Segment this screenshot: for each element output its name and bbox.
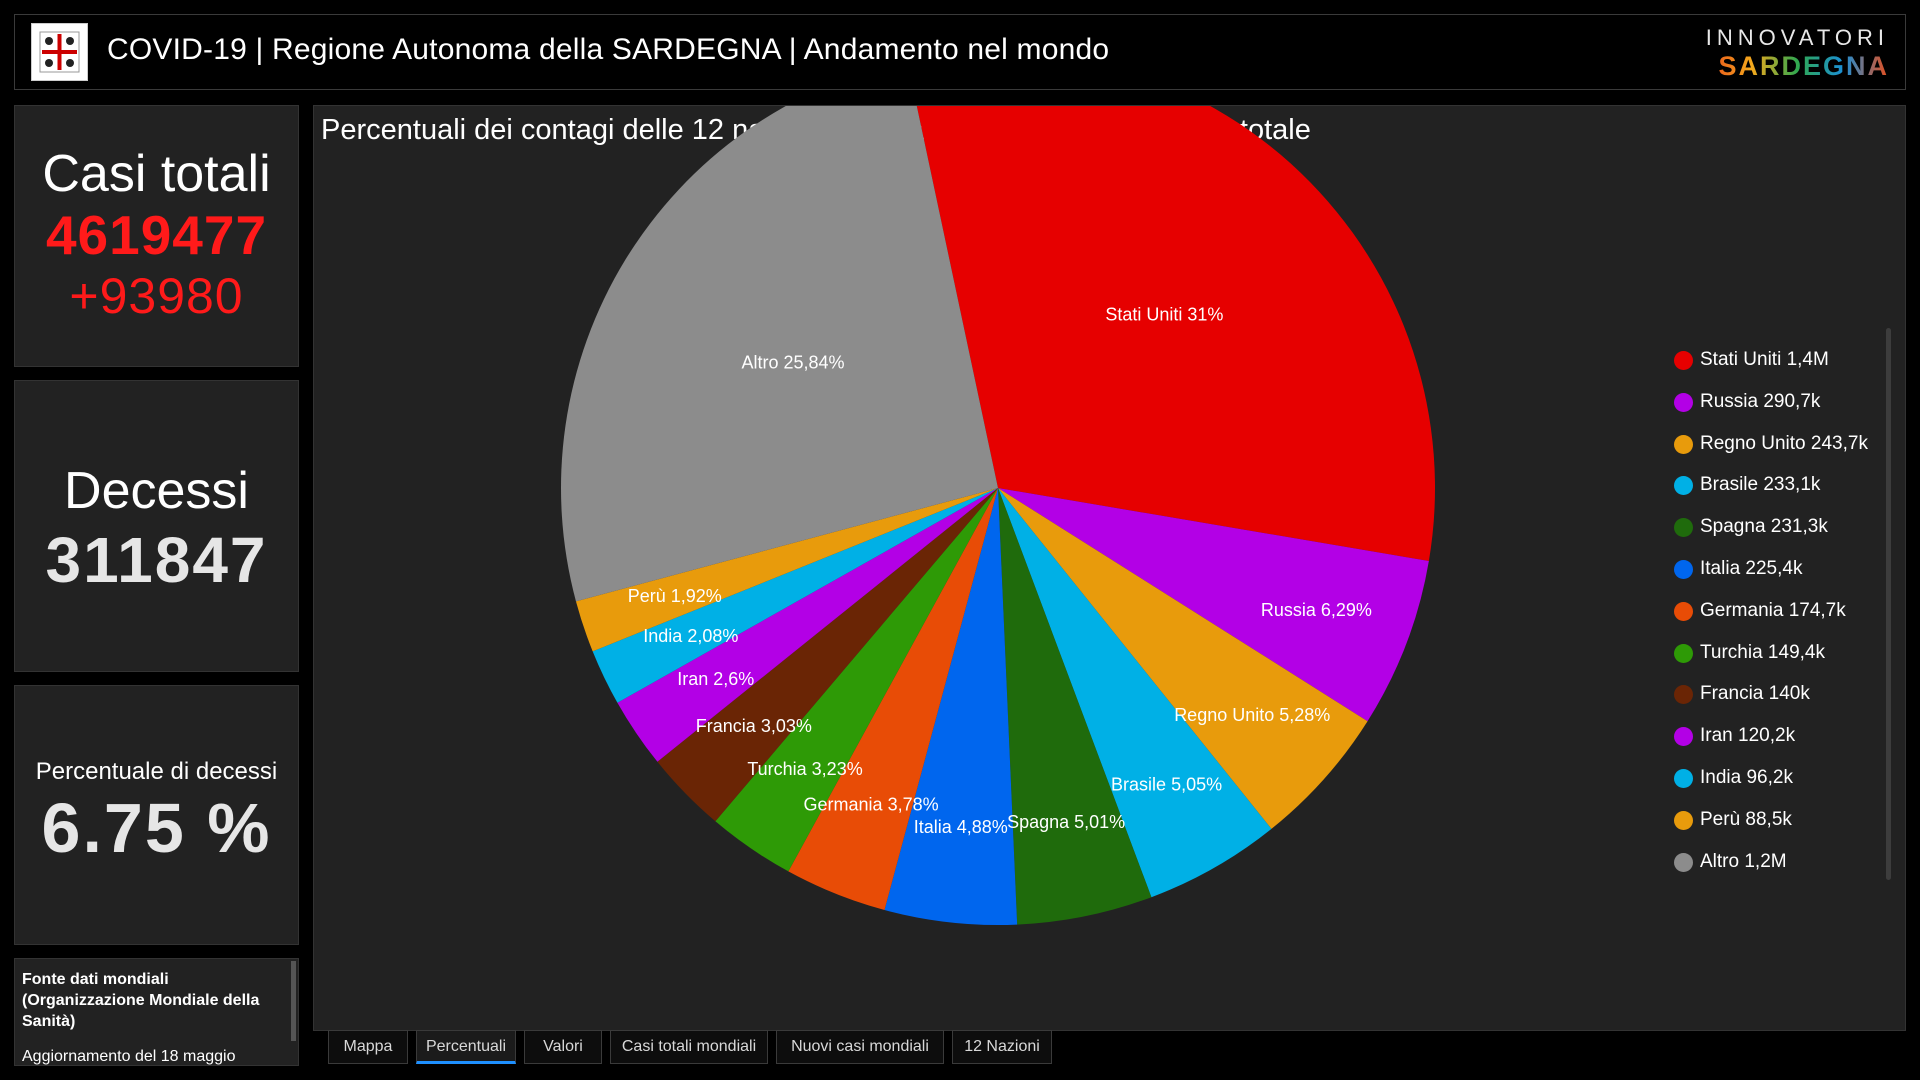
brand-top-text: INNOVATORI — [1705, 25, 1889, 50]
pie-label-turchia: Turchia 3,23% — [747, 759, 862, 779]
legend-label: Altro 1,2M — [1700, 850, 1787, 872]
death-rate-card: Percentuale di decessi 6.75 % — [14, 685, 299, 945]
total-cases-value: 4619477 — [45, 204, 268, 266]
legend-item[interactable]: Francia 140k — [1674, 673, 1914, 715]
legend-item[interactable]: Regno Unito 243,7k — [1674, 423, 1914, 465]
brand-bottom-text: SARDEGNA — [1706, 51, 1889, 82]
pie-label-regno-unito: Regno Unito 5,28% — [1174, 705, 1330, 725]
legend-label: Italia 225,4k — [1700, 557, 1803, 579]
pie-label-india: India 2,08% — [643, 626, 738, 646]
sardinia-coat-of-arms-icon — [31, 23, 88, 81]
pie-slice-italia[interactable] — [884, 488, 1018, 925]
tab-12-nazioni[interactable]: 12 Nazioni — [952, 1030, 1052, 1064]
legend-dot-icon — [1674, 392, 1693, 412]
pie-chart: Stati Uniti 31% Russia 6,29% Regno Unito 5… — [561, 106, 1435, 925]
death-rate-label: Percentuale di decessi — [35, 758, 278, 785]
legend-label: Francia 140k — [1700, 683, 1810, 705]
pie-slice-per-[interactable] — [575, 488, 998, 652]
legend-item[interactable]: Iran 120,2k — [1674, 715, 1914, 757]
legend-item[interactable]: Stati Uniti 1,4M — [1674, 339, 1914, 381]
legend-label: India 96,2k — [1700, 766, 1793, 788]
legend-label: Germania 174,7k — [1700, 599, 1846, 621]
pie-label-italia: Italia 4,88% — [914, 817, 1008, 837]
source-scrollbar[interactable] — [291, 961, 296, 1041]
pie-label-germania: Germania 3,78% — [804, 794, 939, 814]
pie-label-francia: Francia 3,03% — [696, 716, 812, 736]
legend-label: Brasile 233,1k — [1700, 474, 1821, 496]
pie-label-spagna: Spagna 5,01% — [1007, 812, 1125, 832]
pie-label-altro: Altro 25,84% — [742, 352, 845, 372]
legend-item[interactable]: India 96,2k — [1674, 757, 1914, 799]
legend-dot-icon — [1674, 727, 1693, 747]
source-panel[interactable]: Fonte dati mondiali (Organizzazione Mond… — [14, 958, 299, 1066]
legend-dot-icon — [1674, 476, 1693, 496]
pie-slice-turchia[interactable] — [715, 488, 998, 872]
tab-percentuali[interactable]: Percentuali — [416, 1030, 516, 1064]
legend-scrollbar[interactable] — [1886, 328, 1891, 880]
chart-panel: Percentuali dei contagi delle 12 nazioni… — [313, 105, 1906, 1031]
source-update: Aggiornamento del 18 maggio — [22, 1048, 236, 1065]
legend-dot-icon — [1674, 852, 1693, 872]
legend-dot-icon — [1674, 643, 1693, 663]
source-title: Fonte dati mondiali (Organizzazione Mond… — [22, 971, 260, 1030]
total-cases-card: Casi totali 4619477 +93980 — [14, 105, 299, 367]
legend-item[interactable]: Russia 290,7k — [1674, 381, 1914, 423]
chart-legend: Stati Uniti 1,4M Russia 290,7k Regno Unito… — [1674, 339, 1914, 882]
legend-label: Iran 120,2k — [1700, 725, 1796, 747]
pie-slice-altro[interactable] — [561, 106, 998, 602]
legend-label: Regno Unito 243,7k — [1700, 432, 1868, 454]
pie-slice-spagna[interactable] — [998, 488, 1152, 925]
pie-slice-russia[interactable] — [998, 488, 1429, 722]
deaths-label: Decessi — [64, 462, 249, 520]
legend-item[interactable]: Altro 1,2M — [1674, 841, 1914, 883]
pie-slice-regno-unito[interactable] — [998, 488, 1368, 829]
legend-label: Russia 290,7k — [1700, 390, 1821, 412]
tab-mappa[interactable]: Mappa — [328, 1030, 408, 1064]
deaths-card: Decessi 311847 — [14, 380, 299, 672]
legend-label: Turchia 149,4k — [1700, 641, 1825, 663]
total-cases-label: Casi totali — [42, 145, 271, 203]
legend-dot-icon — [1674, 559, 1693, 579]
pie-slice-india[interactable] — [592, 488, 998, 703]
legend-dot-icon — [1674, 351, 1693, 370]
legend-item[interactable]: Brasile 233,1k — [1674, 464, 1914, 506]
legend-item[interactable]: Turchia 149,4k — [1674, 632, 1914, 674]
legend-label: Stati Uniti 1,4M — [1700, 349, 1829, 370]
header-bar: COVID-19 | Regione Autonoma della SARDEG… — [14, 14, 1906, 90]
legend-label: Perù 88,5k — [1700, 808, 1792, 830]
pie-slice-iran[interactable] — [617, 488, 998, 762]
tab-casi-totali-mondiali[interactable]: Casi totali mondiali — [610, 1030, 768, 1064]
legend-dot-icon — [1674, 601, 1693, 621]
legend-dot-icon — [1674, 768, 1693, 788]
death-rate-value: 6.75 % — [41, 789, 272, 867]
total-cases-delta: +93980 — [69, 268, 244, 324]
legend-dot-icon — [1674, 685, 1693, 705]
tab-nuovi-casi-mondiali[interactable]: Nuovi casi mondiali — [776, 1030, 944, 1064]
legend-dot-icon — [1674, 434, 1693, 454]
legend-dot-icon — [1674, 810, 1693, 830]
deaths-value: 311847 — [45, 524, 268, 596]
legend-item[interactable]: Germania 174,7k — [1674, 590, 1914, 632]
legend-item[interactable]: Perù 88,5k — [1674, 799, 1914, 841]
pie-slice-francia[interactable] — [657, 488, 998, 822]
legend-item[interactable]: Spagna 231,3k — [1674, 506, 1914, 548]
pie-label-brasile: Brasile 5,05% — [1111, 774, 1222, 794]
pie-label-iran: Iran 2,6% — [677, 669, 754, 689]
legend-label: Spagna 231,3k — [1700, 516, 1828, 538]
innovatori-sardegna-logo: INNOVATORI SARDEGNA — [1706, 25, 1889, 82]
pie-slice-stati-uniti[interactable] — [907, 106, 1435, 561]
pie-label-russia: Russia 6,29% — [1261, 600, 1372, 620]
pie-label-per-: Perù 1,92% — [628, 586, 722, 606]
page-title: COVID-19 | Regione Autonoma della SARDEG… — [107, 33, 1110, 66]
pie-slice-germania[interactable] — [788, 488, 998, 910]
tab-valori[interactable]: Valori — [524, 1030, 602, 1064]
pie-label-stati-uniti: Stati Uniti 31% — [1105, 305, 1223, 325]
legend-item[interactable]: Italia 225,4k — [1674, 548, 1914, 590]
pie-slice-brasile[interactable] — [998, 488, 1272, 898]
legend-dot-icon — [1674, 518, 1693, 538]
